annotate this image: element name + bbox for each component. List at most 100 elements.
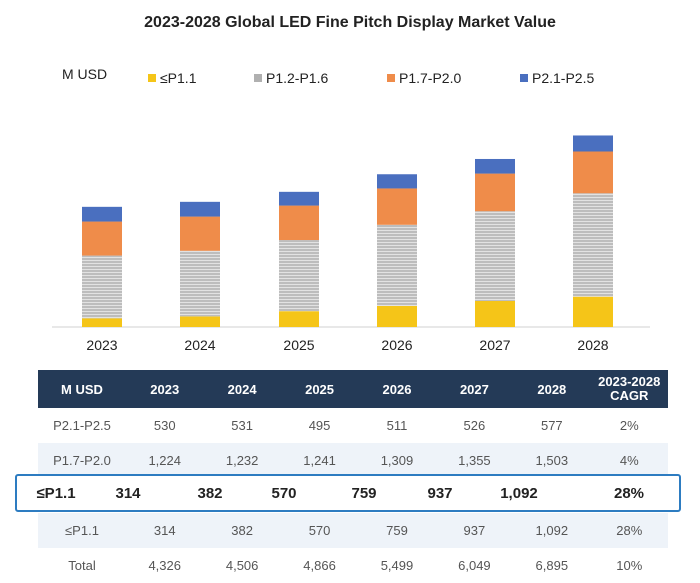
bar-segment: [475, 211, 515, 301]
bar-segment: [377, 188, 417, 225]
bar-segment: [82, 255, 122, 319]
x-tick-label: 2023: [86, 337, 117, 353]
table-cell: 570: [280, 513, 359, 548]
bar-segment: [573, 296, 613, 327]
bar-segment: [475, 300, 515, 327]
highlight-cell: 937: [427, 484, 453, 502]
highlight-cell: ≤P1.1: [36, 484, 76, 502]
legend-label: P2.1-P2.5: [532, 70, 595, 86]
table-header: 2023: [126, 370, 204, 408]
highlight-cell: 759: [351, 484, 377, 502]
bar-segment: [82, 318, 122, 327]
highlight-cell: 1,092: [500, 484, 538, 502]
bar-segment: [573, 151, 613, 194]
table-cell: 530: [153, 418, 176, 433]
bar-segment: [279, 191, 319, 206]
table-header: 2026: [358, 370, 436, 408]
table-cell: 4,506: [225, 558, 259, 573]
bar-segment: [180, 201, 220, 217]
bar-segment: [377, 224, 417, 306]
bar-segment: [279, 311, 319, 327]
table-cell: 577: [540, 418, 563, 433]
row-label: P1.7-P2.0: [38, 443, 126, 478]
chart-title: 2023-2028 Global LED Fine Pitch Display …: [144, 14, 556, 31]
bar-segment: [573, 193, 613, 297]
bar-segment: [475, 158, 515, 174]
row-label: P2.1-P2.5: [53, 418, 111, 433]
x-tick-label: 2025: [283, 337, 314, 353]
table-cell: 937: [435, 513, 514, 548]
table-row: ≤P1.1 314 382 570 759 937 1,092 28%: [38, 513, 668, 548]
bar-segment: [82, 221, 122, 256]
table-cell: 1,241: [280, 443, 359, 478]
bar-segment: [475, 173, 515, 212]
legend-label: ≤P1.1: [160, 70, 197, 86]
legend-item: P2.1-P2.5: [520, 70, 594, 86]
table-cell: 4%: [590, 443, 668, 478]
table-cell: 28%: [590, 513, 668, 548]
table-header-row: M USD 2023 2024 2025 2026 2027 2028 2023…: [38, 370, 668, 408]
table-cell: 5,499: [380, 558, 414, 573]
table-row: P2.1-P2.5 530 531 495 511 526 577 2%: [38, 408, 668, 443]
table-cell: 526: [463, 418, 486, 433]
bar-segment: [279, 205, 319, 241]
table-cell: 1,355: [435, 443, 514, 478]
legend-item: ≤P1.1: [148, 70, 196, 86]
x-tick-label: 2026: [381, 337, 412, 353]
table-cell: 1,232: [203, 443, 281, 478]
table-cell: 759: [358, 513, 436, 548]
legend: ≤P1.1 P1.2-P1.6 P1.7-P2.0 P2.1-P2.5: [0, 70, 700, 88]
row-label: Total: [68, 558, 96, 573]
table-cell: 4,866: [303, 558, 336, 573]
highlight-box: [15, 474, 681, 512]
table-row: P1.7-P2.0 1,224 1,232 1,241 1,309 1,355 1,503 4…: [38, 443, 668, 478]
legend-label: P1.2-P1.6: [266, 70, 329, 86]
legend-swatch: [148, 74, 156, 82]
table-cell: 1,309: [358, 443, 436, 478]
legend-swatch: [520, 74, 528, 82]
table-cell: 6,895: [535, 558, 569, 573]
table-header: 2025: [280, 370, 359, 408]
table-cell: 314: [126, 513, 204, 548]
table-cell: 4,326: [148, 558, 181, 573]
table-cell: 10%: [616, 558, 643, 573]
table-cell: 1,224: [126, 443, 204, 478]
table-cell: 382: [203, 513, 281, 548]
table-header: 2027: [435, 370, 514, 408]
bar-segment: [573, 135, 613, 152]
bar-segment: [180, 250, 220, 317]
x-tick-label: 2028: [577, 337, 608, 353]
table-cell: 6,049: [458, 558, 491, 573]
bar-segment: [82, 206, 122, 222]
table-header: 2024: [203, 370, 281, 408]
legend-item: P1.2-P1.6: [254, 70, 328, 86]
table-header: 2023-2028 CAGR: [590, 370, 668, 408]
bar-segment: [180, 316, 220, 327]
bar-segment: [377, 305, 417, 327]
highlight-cell: 314: [115, 484, 141, 502]
bar-segment: [377, 174, 417, 189]
x-tick-label: 2027: [479, 337, 510, 353]
table-cell: 1,092: [513, 513, 591, 548]
table-cell: 2%: [619, 418, 639, 433]
table-cell: 511: [386, 418, 408, 433]
legend-swatch: [254, 74, 262, 82]
table-header: 2028: [513, 370, 591, 408]
row-label: ≤P1.1: [38, 513, 126, 548]
table-cell: 531: [231, 418, 253, 433]
table-cell: 495: [308, 418, 331, 433]
stacked-bar-chart: 2023 2024 2025 2026 2027 2028: [52, 135, 650, 353]
unit-label: M USD: [62, 66, 108, 82]
highlight-cell: 382: [197, 484, 223, 502]
table-cell: 1,503: [513, 443, 591, 478]
legend-swatch: [387, 74, 395, 82]
bar-segment: [180, 216, 220, 251]
highlight-cell: 570: [271, 484, 297, 502]
legend-label: P1.7-P2.0: [399, 70, 462, 86]
bar-segment: [279, 240, 319, 312]
table-header: M USD: [38, 370, 126, 408]
x-tick-label: 2024: [184, 337, 215, 353]
highlight-cell: 28%: [613, 484, 645, 502]
table-row: Total 4,326 4,506 4,866 5,499 6,049 6,895 10%: [38, 548, 668, 583]
highlight-row: ≤P1.1 314 382 570 759 937 1,092 28%: [15, 474, 681, 512]
